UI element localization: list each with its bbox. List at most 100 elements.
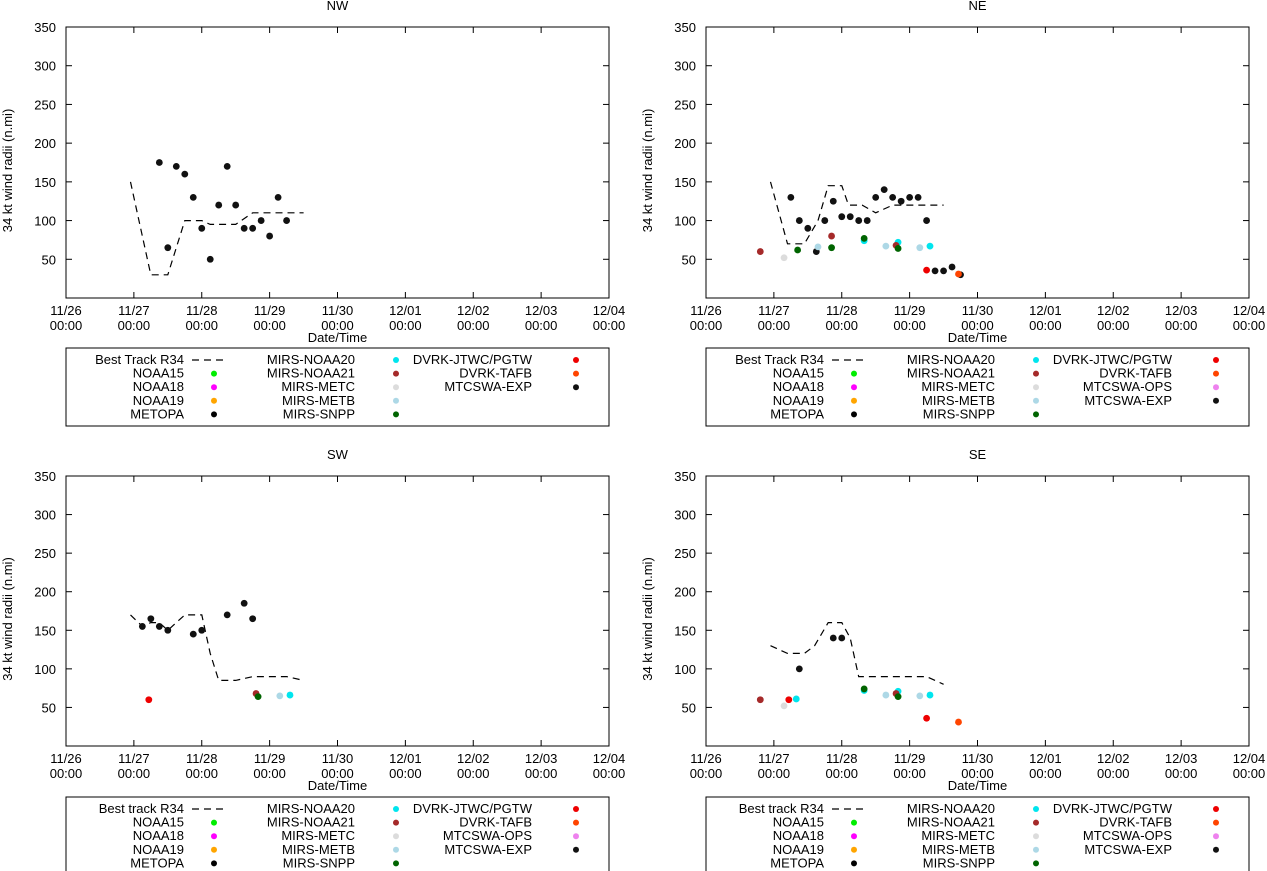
data-point-mirs-metb xyxy=(916,244,924,252)
y-tick-label: 150 xyxy=(674,175,696,190)
x-tick-time: 00:00 xyxy=(118,766,151,781)
legend-label: NOAA15 xyxy=(773,815,824,830)
y-tick-label: 50 xyxy=(42,700,56,715)
x-tick-date: 11/28 xyxy=(186,303,218,318)
legend-label: MIRS-METB xyxy=(922,842,995,857)
panel-nw: NW 34 kt wind radii (n.mi) Date/Time 50 100 1… xyxy=(0,0,626,427)
x-tick-label: 11/29 00:00 xyxy=(893,303,926,333)
chart-title: NE xyxy=(968,0,986,13)
x-tick-date: 11/26 xyxy=(690,303,722,318)
legend-marker xyxy=(393,833,399,840)
y-tick-label: 300 xyxy=(34,508,56,523)
data-point-mirs-metb xyxy=(814,243,822,251)
x-tick-time: 00:00 xyxy=(690,318,723,333)
legend-marker xyxy=(573,370,579,377)
x-tick-label: 11/27 00:00 xyxy=(118,303,151,333)
x-tick-date: 11/27 xyxy=(118,303,150,318)
data-point-mirs-noaa21 xyxy=(756,696,764,704)
legend-label: MIRS-METC xyxy=(281,828,355,843)
x-tick-label: 11/30 00:00 xyxy=(961,303,994,333)
y-axis-label: 34 kt wind radii (n.mi) xyxy=(640,109,655,233)
legend-label: NOAA19 xyxy=(133,842,184,857)
x-tick-label: 12/03 00:00 xyxy=(525,303,558,333)
y-tick-label: 350 xyxy=(674,20,696,35)
data-point-mirs-metc xyxy=(780,254,788,262)
legend-label: MIRS-METB xyxy=(282,393,355,408)
x-tick-date: 11/30 xyxy=(962,751,994,766)
data-point-mtcswa-exp xyxy=(795,665,803,673)
legend-label: NOAA18 xyxy=(133,828,184,843)
x-tick-label: 12/03 00:00 xyxy=(1165,751,1198,781)
data-point-mirs-noaa20 xyxy=(792,695,800,703)
legend-best-track-label: Best track R34 xyxy=(99,801,184,816)
data-point-mirs-snpp xyxy=(894,693,902,701)
x-tick-time: 00:00 xyxy=(50,318,83,333)
y-axis-label: 34 kt wind radii (n.mi) xyxy=(0,557,15,681)
legend-marker xyxy=(573,819,579,826)
legend-marker xyxy=(211,411,217,418)
data-point-mtcswa-exp xyxy=(838,634,846,642)
data-point-mtcswa-exp xyxy=(795,217,803,224)
legend-label: MTCSWA-OPS xyxy=(1083,379,1172,394)
legend-box xyxy=(705,796,1250,871)
x-tick-date: 12/02 xyxy=(1097,751,1130,766)
x-tick-date: 11/30 xyxy=(322,303,354,318)
x-tick-date: 12/03 xyxy=(525,751,558,766)
y-tick-label: 150 xyxy=(34,623,56,638)
data-point-mtcswa-exp xyxy=(931,267,939,275)
panel-sw: SW 34 kt wind radii (n.mi) Date/Time 50 100 1… xyxy=(0,447,625,871)
data-point-mtcswa-exp xyxy=(787,193,795,201)
x-tick-date: 12/04 xyxy=(1233,751,1266,766)
y-tick-label: 50 xyxy=(42,252,56,267)
x-tick-time: 00:00 xyxy=(389,766,422,781)
data-point-dvrk-jtwc-pgtw xyxy=(145,696,153,704)
data-point-mirs-metb xyxy=(276,692,284,700)
y-tick-label: 100 xyxy=(674,662,696,677)
y-axis-label: 34 kt wind radii (n.mi) xyxy=(640,557,655,681)
plot-frame xyxy=(705,475,1250,747)
y-tick-label: 50 xyxy=(682,252,696,267)
y-tick-label: 350 xyxy=(34,20,56,35)
x-tick-time: 00:00 xyxy=(253,318,286,333)
data-point-mtcswa-exp xyxy=(872,193,880,201)
x-tick-time: 00:00 xyxy=(389,318,422,333)
data-point-dvrk-jtwc-pgtw xyxy=(923,714,930,722)
legend-marker xyxy=(851,833,857,840)
x-tick-date: 12/01 xyxy=(1029,751,1062,766)
x-tick-time: 00:00 xyxy=(321,766,354,781)
data-point-mirs-metb xyxy=(916,692,924,700)
data-point-mtcswa-exp xyxy=(155,159,163,166)
legend-marker xyxy=(211,397,217,404)
data-point-mtcswa-exp xyxy=(804,224,812,232)
legend-marker xyxy=(573,384,579,391)
x-tick-label: 11/29 00:00 xyxy=(893,751,926,781)
legend-label: MIRS-NOAA21 xyxy=(267,366,355,381)
data-point-mirs-snpp xyxy=(254,693,262,701)
legend-marker xyxy=(211,860,217,867)
x-tick-date: 11/27 xyxy=(758,303,790,318)
x-tick-time: 00:00 xyxy=(118,318,151,333)
legend-label: DVRK-TAFB xyxy=(459,366,532,381)
x-tick-date: 12/01 xyxy=(1029,303,1062,318)
x-tick-time: 00:00 xyxy=(1097,318,1130,333)
x-tick-date: 12/02 xyxy=(1097,303,1130,318)
x-tick-time: 00:00 xyxy=(690,766,723,781)
chart-title: NW xyxy=(327,0,349,13)
legend-marker xyxy=(1033,860,1039,867)
y-tick-label: 250 xyxy=(34,546,56,561)
legend-label: MIRS-NOAA20 xyxy=(907,352,995,367)
legend-label: METOPA xyxy=(130,406,184,421)
x-tick-date: 11/28 xyxy=(186,751,218,766)
data-point-mirs-snpp xyxy=(894,245,902,252)
x-tick-label: 12/04 00:00 xyxy=(593,303,626,333)
x-tick-time: 00:00 xyxy=(593,766,626,781)
data-point-mtcswa-exp xyxy=(198,626,206,634)
x-tick-label: 12/01 00:00 xyxy=(1029,303,1062,333)
x-tick-time: 00:00 xyxy=(1097,766,1130,781)
x-tick-label: 12/04 00:00 xyxy=(1233,303,1266,333)
legend-marker xyxy=(1033,846,1039,853)
x-tick-label: 12/01 00:00 xyxy=(389,751,422,781)
data-point-mirs-metc xyxy=(780,702,788,710)
x-tick-time: 00:00 xyxy=(593,318,626,333)
x-tick-time: 00:00 xyxy=(321,318,354,333)
